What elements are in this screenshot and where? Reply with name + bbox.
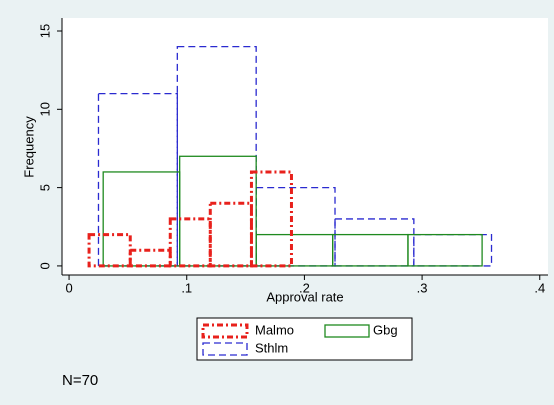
legend-label: Gbg — [373, 322, 398, 337]
y-tick-label: 15 — [37, 24, 52, 38]
legend-key — [201, 323, 249, 339]
y-tick-label: 5 — [37, 184, 52, 191]
x-tick-label: .3 — [417, 280, 428, 295]
legend-key — [324, 324, 370, 338]
legend-label: Malmo — [255, 322, 294, 337]
x-tick-label: .4 — [534, 280, 545, 295]
y-tick-label: 10 — [37, 102, 52, 116]
x-tick-label: .1 — [181, 280, 192, 295]
x-axis-label: Approval rate — [266, 289, 343, 304]
histogram-bar — [179, 155, 257, 267]
plot-area — [62, 18, 548, 275]
legend-label: Sthlm — [255, 340, 288, 355]
histogram-bar — [249, 170, 293, 268]
histogram-bar — [168, 217, 212, 268]
y-axis-label: Frequency — [21, 116, 36, 178]
y-tick-label: 0 — [37, 262, 52, 269]
histogram-bar — [128, 248, 172, 268]
legend-key — [202, 342, 248, 356]
x-tick-label: 0 — [65, 280, 72, 295]
x-tick-label: .2 — [299, 280, 310, 295]
note: N=70 — [62, 372, 98, 389]
histogram-bar — [407, 233, 483, 267]
